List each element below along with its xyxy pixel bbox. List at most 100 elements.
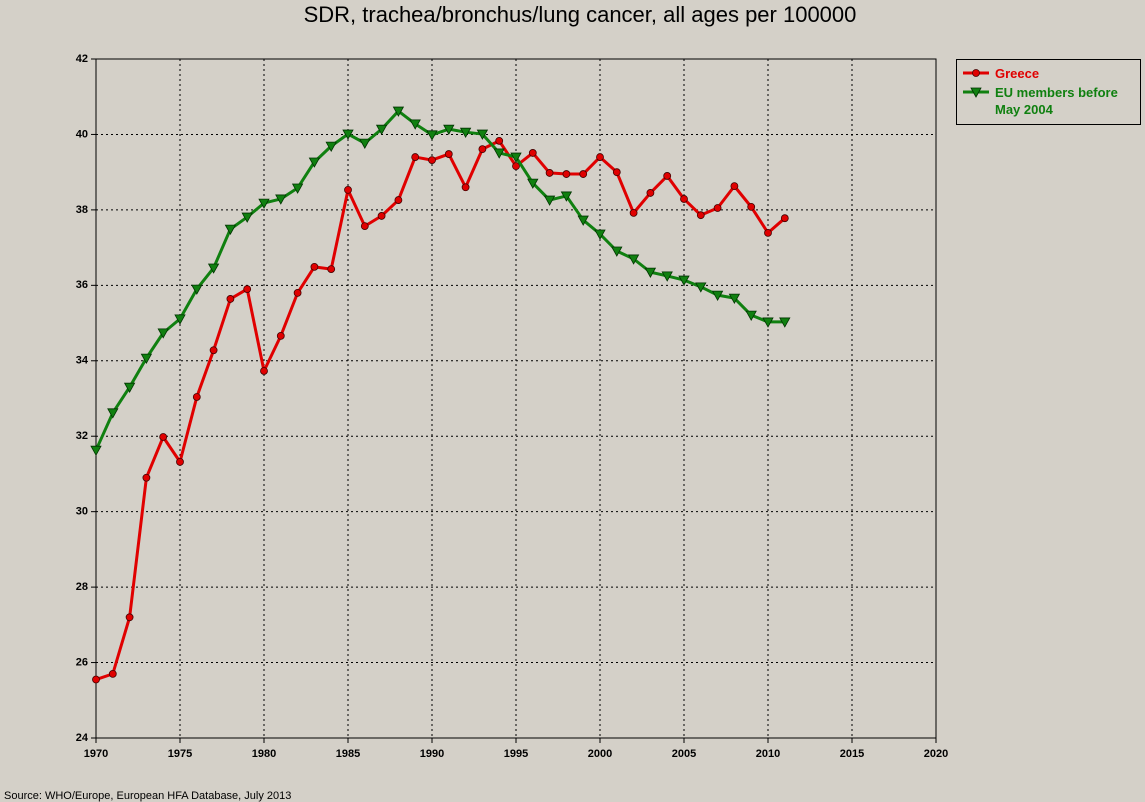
marker <box>646 189 655 197</box>
marker <box>360 222 369 231</box>
marker <box>92 675 100 684</box>
marker <box>275 194 287 205</box>
marker <box>411 153 420 161</box>
marker <box>661 271 673 282</box>
x-tick-label: 1980 <box>252 748 276 760</box>
marker <box>476 129 489 140</box>
marker <box>629 209 638 217</box>
marker <box>125 613 134 622</box>
marker <box>243 285 252 294</box>
x-tick-label: 1990 <box>420 748 444 760</box>
marker <box>459 127 472 139</box>
marker <box>680 195 688 203</box>
y-tick-label: 26 <box>76 656 88 668</box>
legend-swatch <box>963 87 989 98</box>
marker <box>730 182 739 191</box>
marker <box>562 170 571 178</box>
marker <box>293 288 302 297</box>
legend-entry: Greece <box>961 65 1136 82</box>
marker <box>780 214 789 223</box>
marker <box>409 119 421 130</box>
marker <box>327 265 336 274</box>
marker <box>579 170 588 178</box>
marker <box>611 246 623 257</box>
y-tick-label: 40 <box>76 128 88 140</box>
x-tick-label: 2010 <box>756 748 780 760</box>
marker <box>764 228 772 237</box>
marker <box>157 328 169 339</box>
x-tick-label: 1995 <box>504 748 528 760</box>
x-tick-label: 2000 <box>588 748 612 760</box>
marker <box>594 229 606 240</box>
marker <box>241 212 253 223</box>
series-line <box>95 139 786 681</box>
marker <box>375 124 388 135</box>
x-tick-label: 2005 <box>672 748 696 760</box>
x-tick-label: 1970 <box>84 748 108 760</box>
marker <box>159 433 168 441</box>
marker <box>596 153 604 161</box>
y-tick-label: 32 <box>76 430 88 442</box>
chart-title: SDR, trachea/bronchus/lung cancer, all a… <box>304 2 857 27</box>
marker <box>713 204 722 212</box>
legend-label: Greece <box>995 66 1040 81</box>
legend-label: EU members before May 2004 <box>995 85 1118 117</box>
marker <box>493 148 505 159</box>
marker <box>140 353 153 364</box>
marker <box>728 293 741 304</box>
marker <box>543 195 556 206</box>
marker <box>495 136 504 145</box>
marker <box>644 267 657 278</box>
marker <box>224 224 237 235</box>
marker <box>260 367 268 375</box>
marker <box>461 183 470 192</box>
y-tick-label: 38 <box>76 204 88 216</box>
marker <box>342 129 354 140</box>
y-tick-label: 34 <box>76 355 89 367</box>
y-tick-label: 28 <box>76 581 88 593</box>
marker <box>325 141 337 152</box>
marker <box>745 310 757 321</box>
marker <box>695 282 707 293</box>
marker <box>310 262 319 271</box>
marker <box>528 149 537 157</box>
marker <box>711 290 724 301</box>
y-tick-label: 36 <box>76 279 88 291</box>
marker <box>545 169 554 177</box>
legend: Greece EU members before May 2004 <box>956 59 1141 125</box>
marker <box>90 445 102 457</box>
marker <box>747 202 756 211</box>
marker <box>426 130 438 141</box>
x-tick-label: 2015 <box>840 748 864 760</box>
marker <box>443 124 455 135</box>
marker <box>308 157 321 168</box>
marker <box>359 138 371 149</box>
marker <box>207 263 220 274</box>
marker <box>276 331 285 340</box>
marker <box>779 317 791 328</box>
marker <box>226 295 235 303</box>
marker <box>191 284 203 295</box>
marker <box>512 162 520 171</box>
x-tick-label: 2020 <box>924 748 948 760</box>
marker <box>696 211 705 220</box>
marker <box>663 172 672 180</box>
x-tick-label: 1985 <box>336 748 360 760</box>
marker <box>510 152 522 163</box>
legend-swatch <box>963 69 989 77</box>
marker <box>209 346 218 355</box>
marker <box>444 150 453 158</box>
marker <box>577 215 589 226</box>
marker <box>970 87 982 98</box>
marker <box>762 317 774 328</box>
y-tick-label: 24 <box>76 732 89 744</box>
marker <box>291 183 304 194</box>
y-tick-label: 42 <box>76 53 88 65</box>
x-tick-label: 1975 <box>168 748 192 760</box>
marker <box>176 457 184 466</box>
marker <box>560 191 573 202</box>
marker <box>108 669 117 678</box>
marker <box>344 185 352 194</box>
